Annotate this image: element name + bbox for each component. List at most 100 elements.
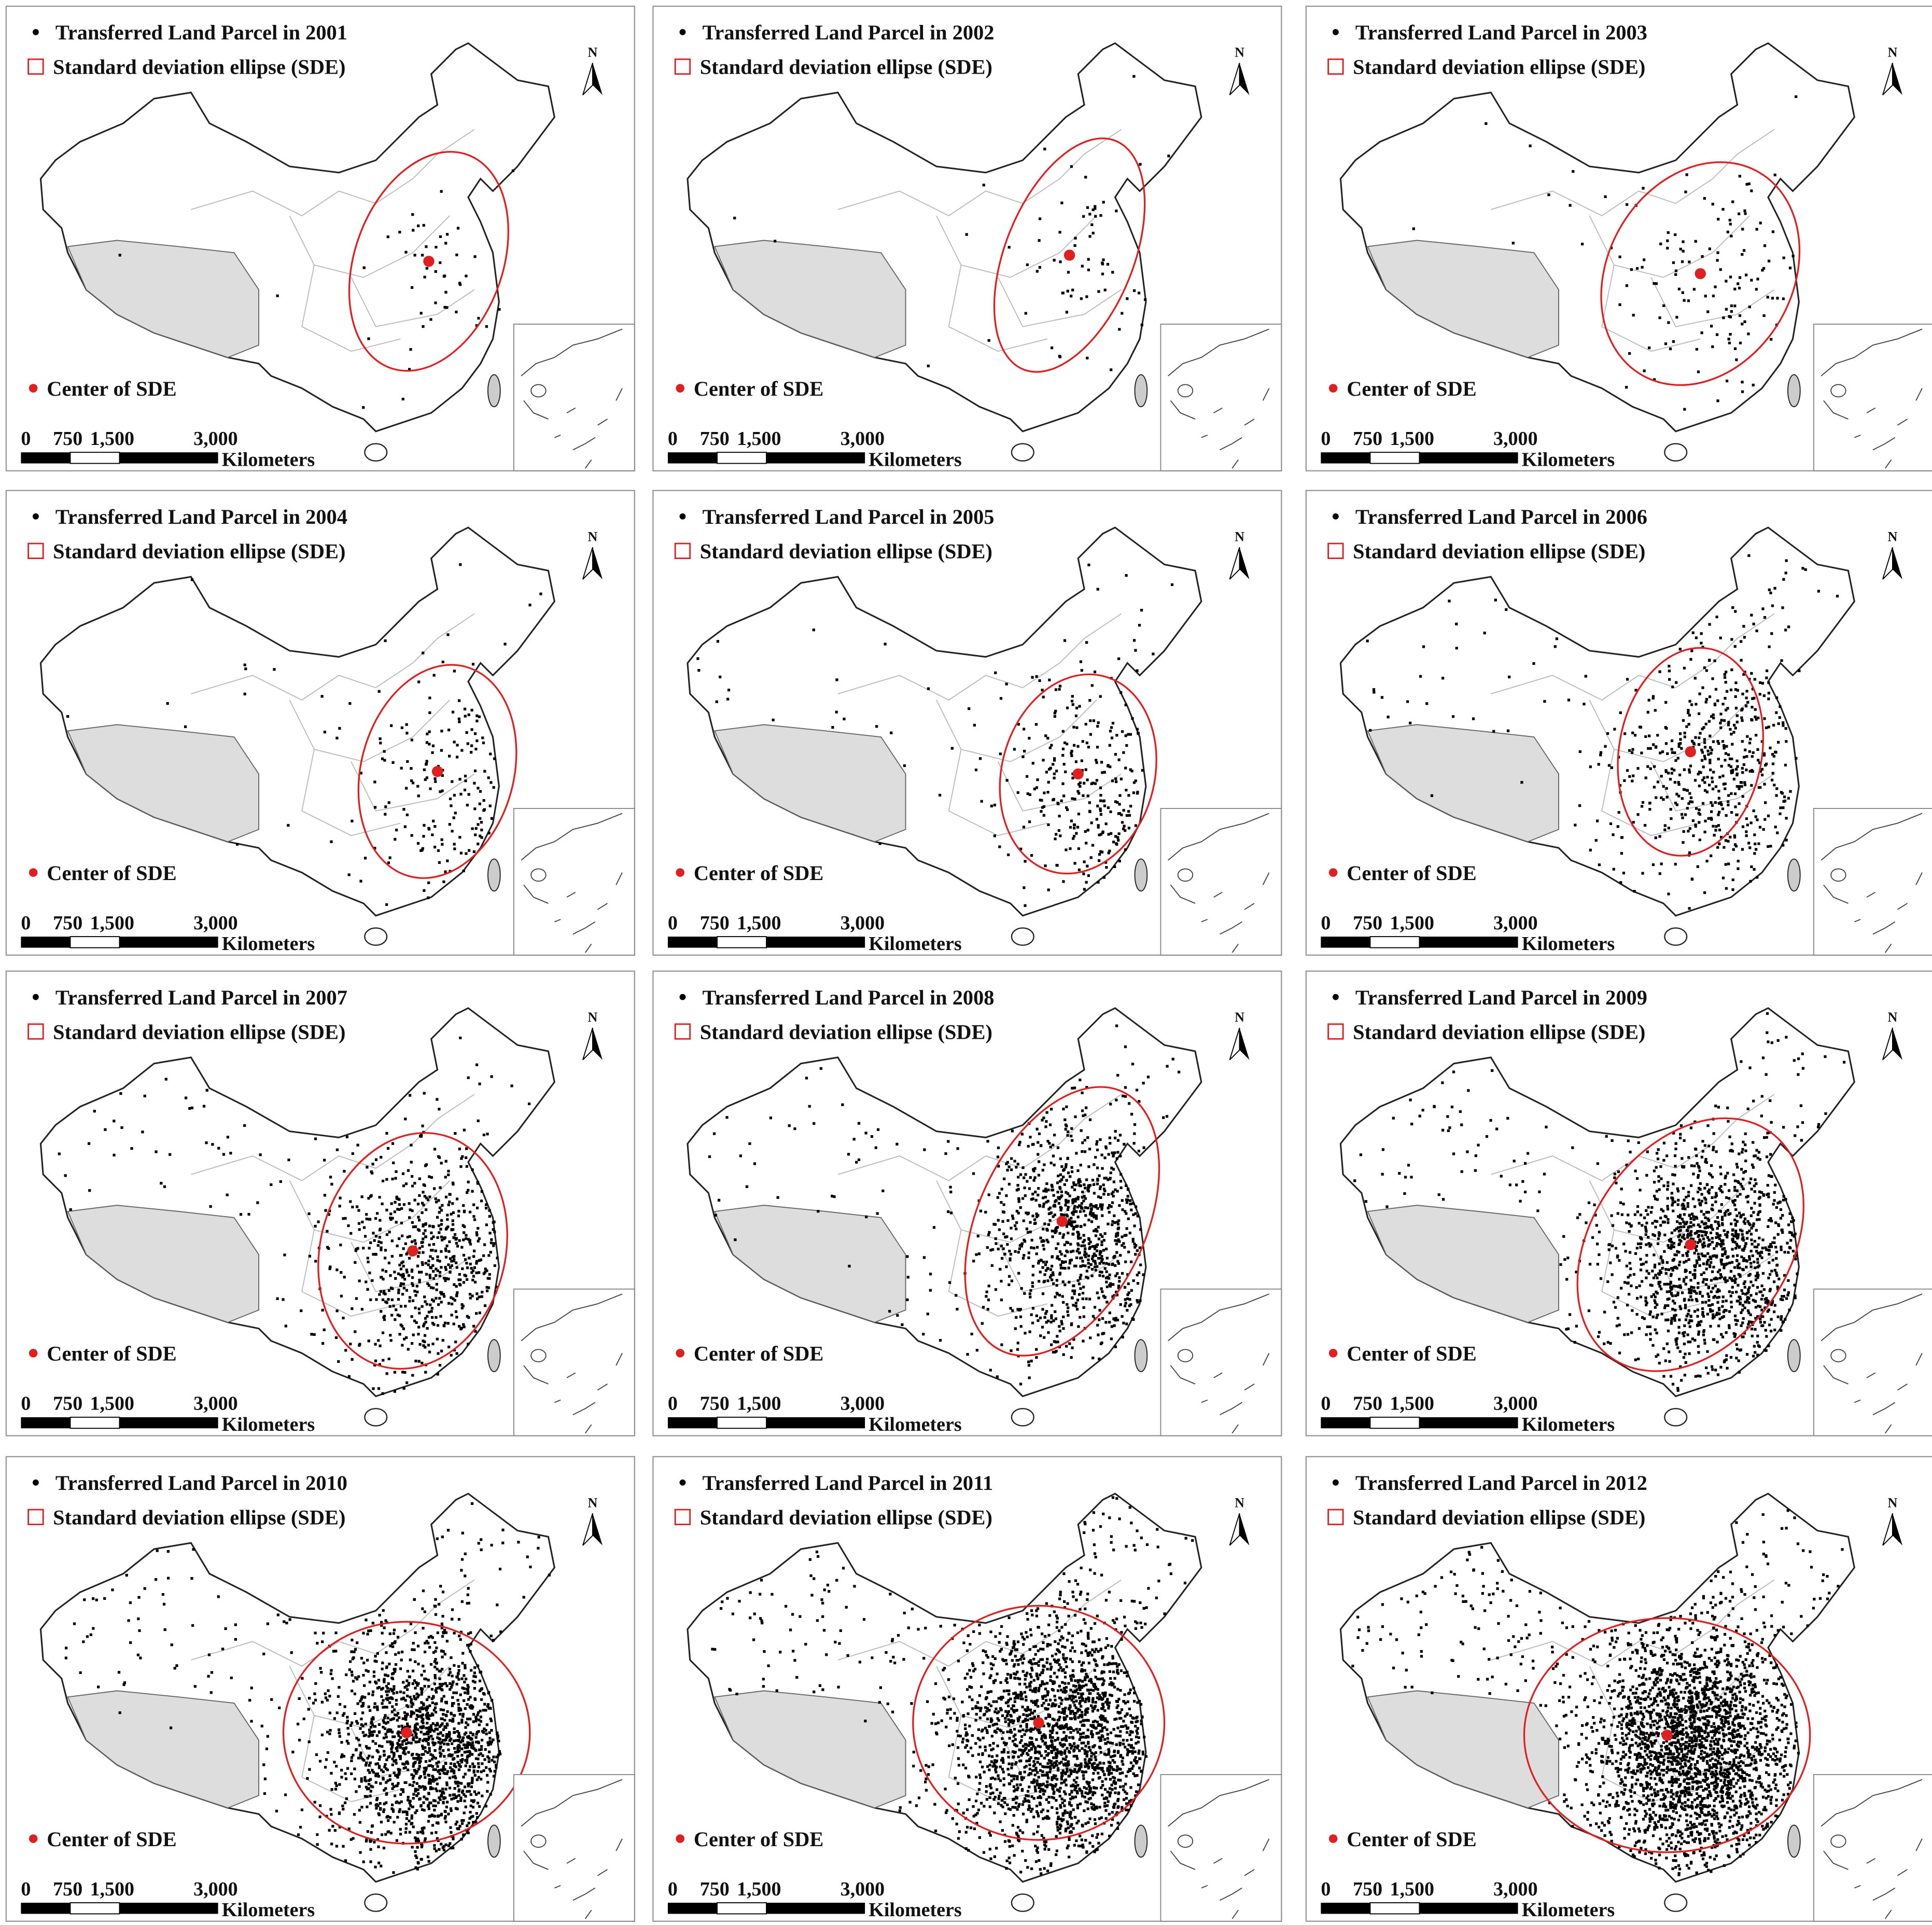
scale-label: 0	[1321, 428, 1331, 450]
scale-label: 750	[53, 1878, 82, 1900]
sde-ellipse	[1523, 1617, 1811, 1853]
scale-seg	[766, 937, 865, 948]
legend-square	[27, 1023, 44, 1040]
scale-label: 1,500	[737, 428, 781, 450]
scale-unit: Kilometers	[869, 449, 961, 470]
north-arrow-fill	[1892, 547, 1902, 579]
sde-ellipse	[357, 664, 517, 879]
scale-seg	[1369, 1416, 1420, 1429]
legend-square	[674, 1023, 691, 1040]
legend-sde: Standard deviation ellipse (SDE)	[1353, 540, 1645, 563]
scale-seg	[717, 452, 767, 464]
north-arrow-fill	[1892, 1027, 1902, 1060]
north-arrow-fill	[1892, 63, 1902, 95]
scale-seg	[119, 937, 218, 948]
legend-dot	[32, 994, 39, 1000]
map-panel: Transferred Land Parcel in 2001 Standard …	[5, 5, 635, 472]
scale-label: 1,500	[1390, 912, 1434, 934]
legend-square	[27, 542, 44, 560]
legend-sde: Standard deviation ellipse (SDE)	[700, 1020, 992, 1043]
tibet-region	[67, 1205, 259, 1323]
legend-sde: Standard deviation ellipse (SDE)	[53, 55, 345, 79]
legend-center-dot	[1328, 1834, 1338, 1843]
scale-unit: Kilometers	[222, 1414, 315, 1435]
north-arrow-fill	[1239, 63, 1250, 95]
scale-label: 0	[1321, 1393, 1331, 1415]
map-panel: Transferred Land Parcel in 2011 Standard …	[652, 1456, 1282, 1922]
scale-seg	[717, 1902, 767, 1915]
legend-sde: Standard deviation ellipse (SDE)	[700, 1506, 992, 1529]
map-panel: Transferred Land Parcel in 2002 Standard …	[652, 5, 1282, 472]
north-arrow-fill	[1239, 1027, 1250, 1060]
legend-center-dot	[29, 1348, 38, 1358]
taiwan	[1787, 1824, 1801, 1858]
north-arrow-fill	[592, 1027, 603, 1060]
legend-center-dot	[676, 868, 685, 877]
scale-label: 1,500	[90, 1393, 134, 1415]
north-arrow-fill	[1892, 1513, 1902, 1545]
legend-dot	[679, 1479, 686, 1486]
scale-label: 0	[21, 1878, 31, 1900]
scale-label: 1,500	[1390, 428, 1434, 450]
scale-label: 750	[53, 912, 82, 934]
inset-island	[1830, 1349, 1846, 1362]
sde-center	[1685, 746, 1696, 758]
inset-island	[530, 868, 547, 882]
north-arrow-fill	[1239, 547, 1250, 579]
legend-center-dot	[676, 384, 685, 393]
scale-seg	[717, 1416, 767, 1429]
sde-center	[401, 1727, 412, 1738]
inset-frame	[513, 1774, 635, 1922]
scale-seg	[1419, 1417, 1518, 1429]
legend-sde: Standard deviation ellipse (SDE)	[1353, 1020, 1645, 1043]
panel-title: Transferred Land Parcel in 2002	[702, 21, 994, 44]
map-panel: Transferred Land Parcel in 2006 Standard …	[1305, 490, 1932, 956]
legend-dot	[1332, 994, 1339, 1000]
taiwan	[487, 374, 501, 408]
hainan	[364, 1408, 388, 1427]
panel-title: Transferred Land Parcel in 2010	[55, 1471, 347, 1495]
scale-label: 3,000	[841, 1393, 885, 1415]
legend-dot	[679, 994, 686, 1000]
province-lines	[837, 129, 1122, 352]
panel-title: Transferred Land Parcel in 2008	[702, 986, 994, 1009]
legend-center: Center of SDE	[1347, 1828, 1476, 1851]
scale-unit: Kilometers	[869, 1414, 961, 1435]
panel-title: Transferred Land Parcel in 2001	[55, 21, 347, 44]
legend-square	[674, 58, 691, 75]
tibet-region	[713, 1690, 906, 1809]
legend-sde: Standard deviation ellipse (SDE)	[700, 55, 992, 79]
taiwan	[487, 1824, 501, 1858]
scale-seg	[69, 1902, 120, 1915]
scale-label: 0	[21, 428, 31, 450]
scale-seg	[1369, 936, 1420, 948]
inset-island	[1830, 1834, 1846, 1848]
inset-frame	[513, 808, 635, 956]
north-label: N	[1235, 45, 1244, 60]
scale-unit: Kilometers	[222, 449, 315, 470]
legend-center: Center of SDE	[694, 861, 823, 885]
legend-center: Center of SDE	[47, 1828, 176, 1851]
legend-dot	[32, 513, 39, 520]
scale-label: 3,000	[841, 912, 885, 934]
province-lines	[191, 129, 475, 352]
inset-coast	[1821, 328, 1923, 469]
legend-center: Center of SDE	[694, 377, 823, 400]
sde-ellipse	[964, 1086, 1160, 1357]
scale-label: 3,000	[1493, 1393, 1538, 1415]
scale-label: 1,500	[90, 912, 134, 934]
scale-seg	[667, 937, 717, 948]
north-label: N	[1235, 529, 1244, 544]
scale-unit: Kilometers	[869, 933, 961, 955]
inset-coast	[1168, 1779, 1270, 1919]
sde-center	[431, 765, 443, 777]
legend-center-dot	[29, 384, 38, 393]
scale-unit: Kilometers	[1522, 449, 1615, 470]
panel-title: Transferred Land Parcel in 2011	[702, 1471, 993, 1495]
scale-label: 0	[21, 1393, 31, 1415]
legend-dot	[679, 513, 686, 520]
hainan	[364, 1893, 388, 1912]
north-arrow-fill	[592, 1513, 603, 1545]
north-label: N	[588, 529, 598, 544]
map-panel: Transferred Land Parcel in 2004 Standard …	[5, 490, 635, 956]
